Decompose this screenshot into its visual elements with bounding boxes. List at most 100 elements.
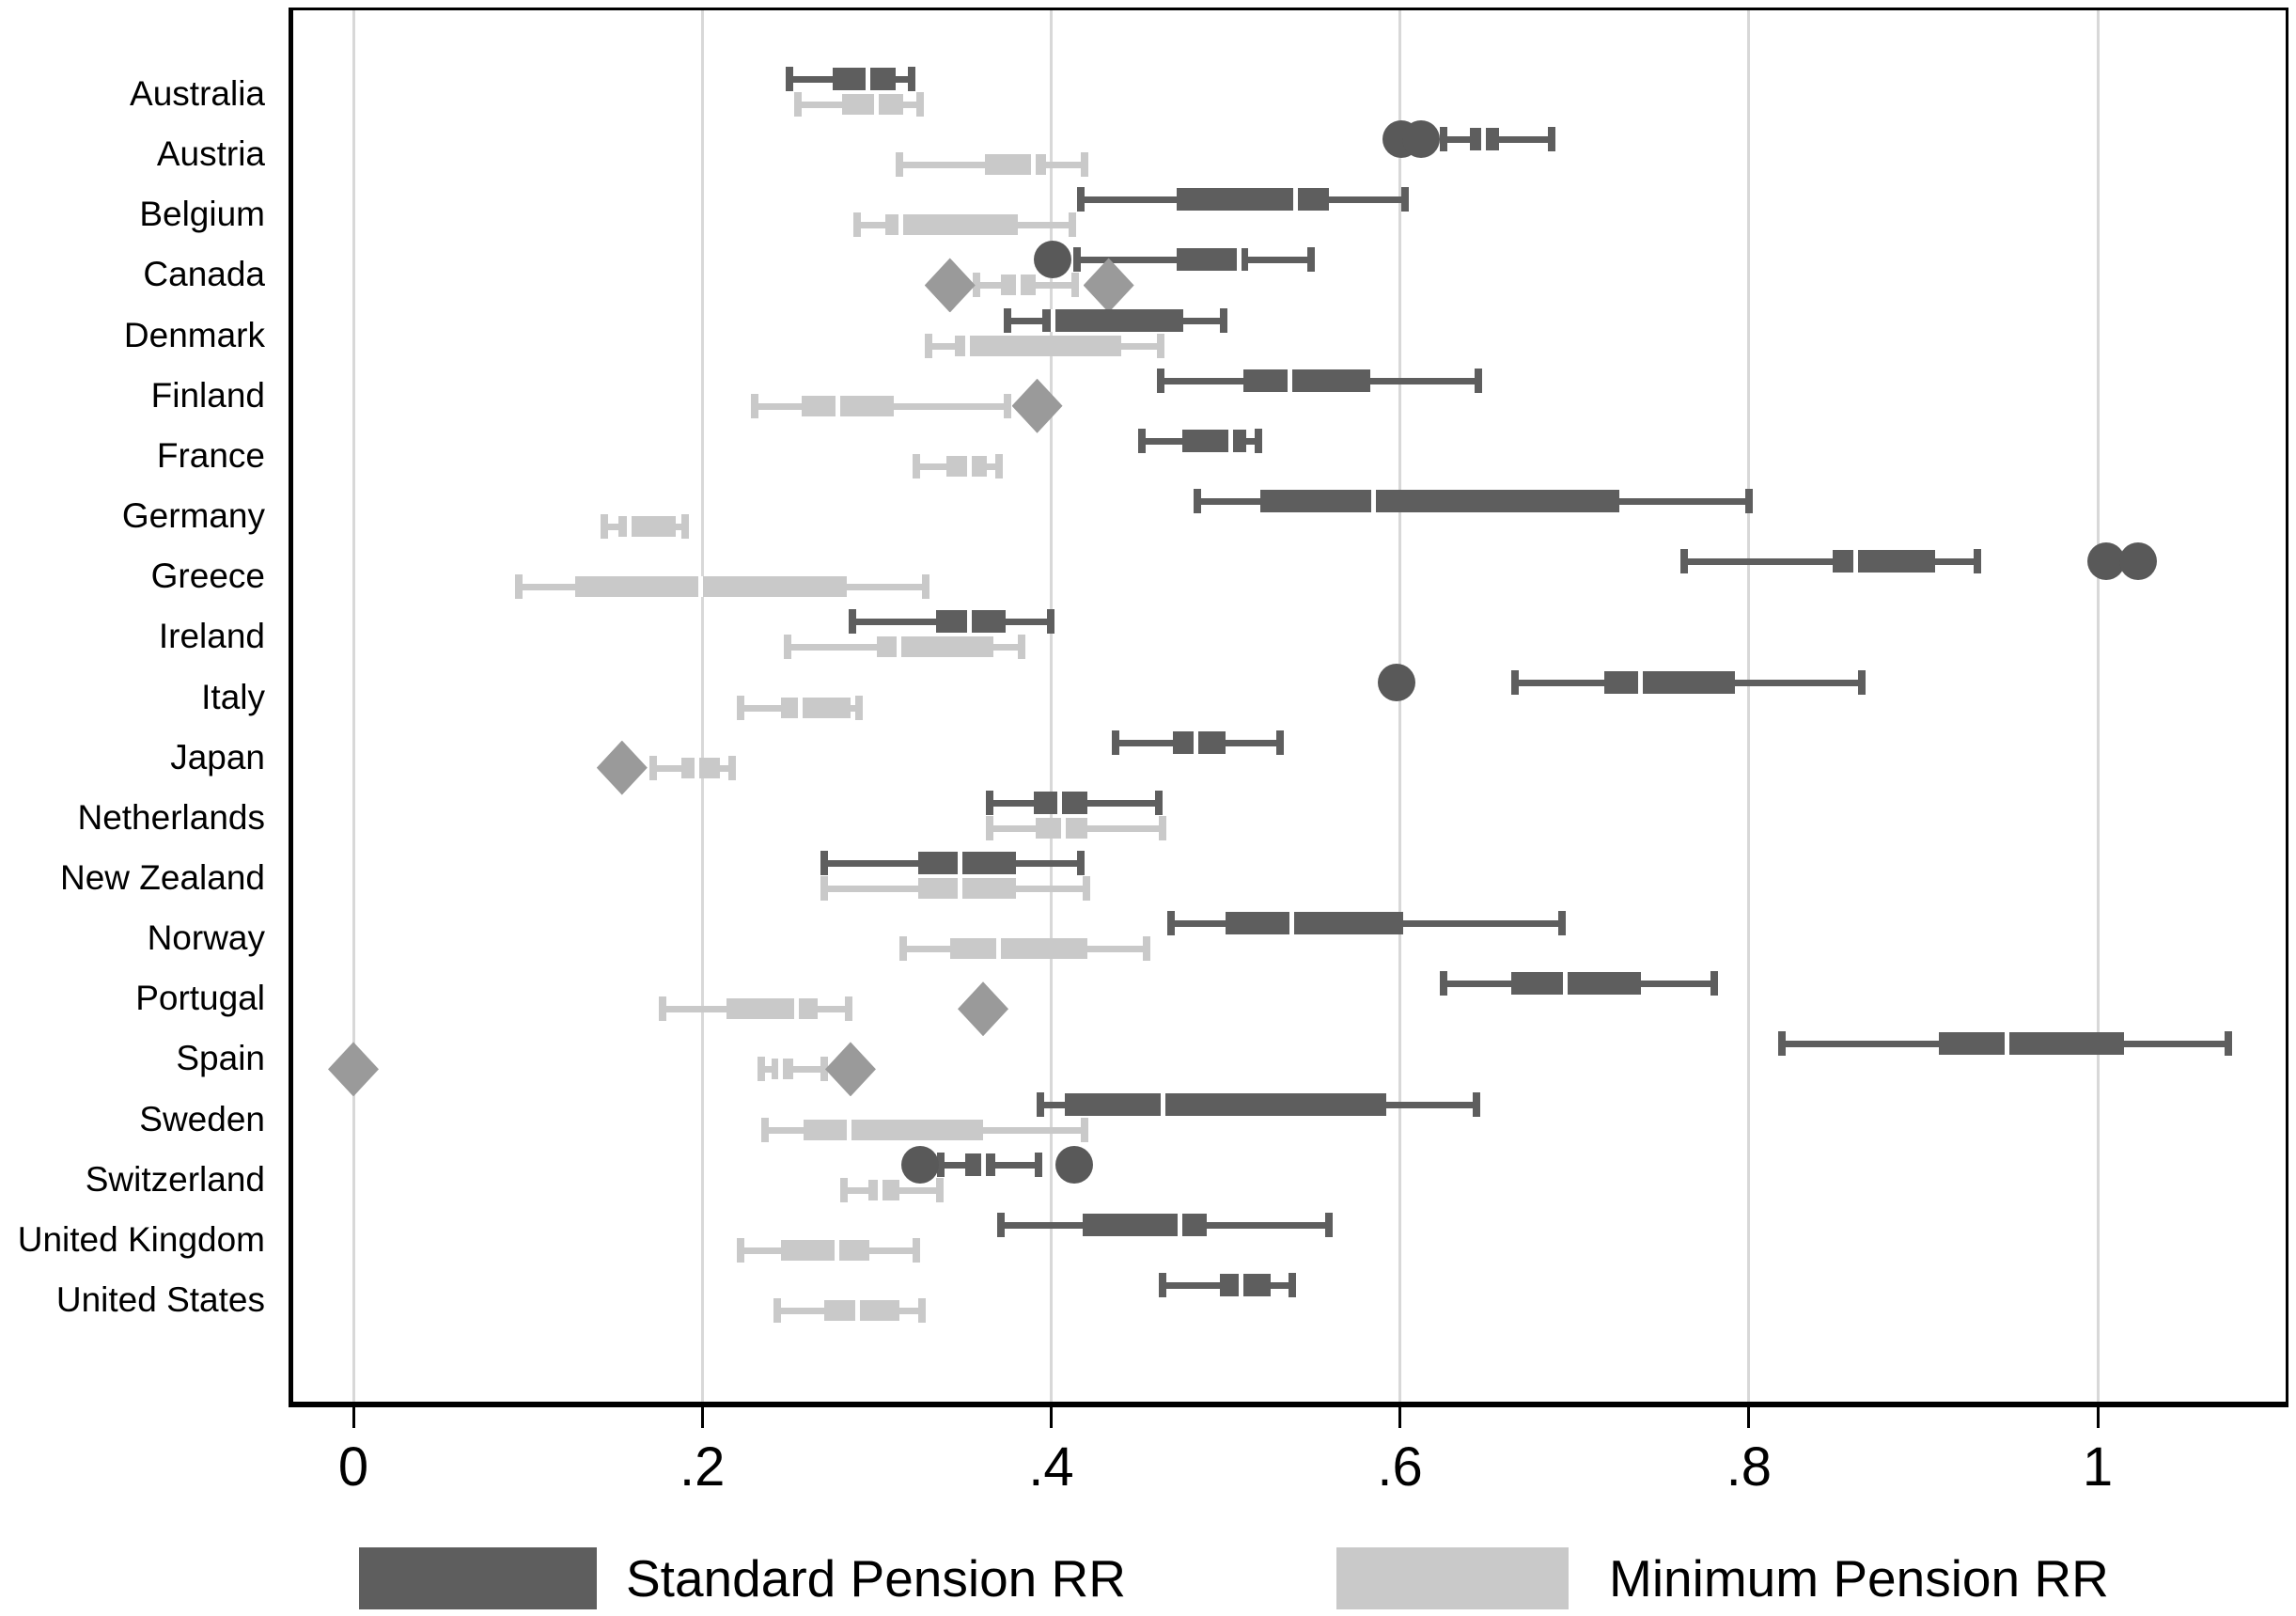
whisker-cap-low (1137, 428, 1146, 453)
median-line (1289, 912, 1295, 935)
country-label-sweden: Sweden (139, 1099, 265, 1138)
legend-swatch-standard-pension (359, 1547, 597, 1609)
median-line (1563, 972, 1569, 996)
whisker-cap-high (1558, 911, 1567, 936)
box (1042, 308, 1184, 332)
median-line (695, 757, 700, 778)
x-tick-.2 (700, 1407, 704, 1428)
median-line (1237, 248, 1242, 272)
box (803, 1119, 983, 1140)
whisker-cap-high (1858, 669, 1866, 695)
box (1177, 188, 1329, 212)
x-tick-0 (351, 1407, 355, 1428)
whisker-cap-low (737, 695, 745, 720)
whisker-cap-high (1159, 815, 1167, 840)
x-tick-label-0: 0 (337, 1436, 369, 1498)
box (824, 1300, 899, 1321)
whisker-cap-low (1167, 911, 1176, 936)
box (726, 998, 818, 1020)
median-line (1292, 188, 1298, 212)
median-line (1031, 154, 1037, 176)
median-line (966, 610, 972, 634)
median-line (1239, 1274, 1244, 1296)
box (1832, 550, 1936, 573)
box (876, 636, 994, 658)
box (949, 938, 1088, 960)
whisker-cap-low (1194, 489, 1202, 514)
outlier-circle (2087, 542, 2126, 581)
median-line (878, 1179, 882, 1200)
whisker-cap-high (1973, 549, 1981, 574)
median-line (1050, 308, 1055, 332)
median-line (854, 1300, 860, 1321)
country-label-australia: Australia (130, 74, 265, 113)
median-line (1228, 429, 1234, 452)
grid-line-1 (2096, 10, 2100, 1402)
country-label-united-kingdom: United Kingdom (17, 1219, 265, 1259)
median-line (980, 1153, 986, 1176)
whisker-cap-high (1071, 273, 1080, 298)
outlier-diamond (328, 1042, 379, 1097)
outlier-diamond (958, 981, 1009, 1037)
whisker-cap-low (925, 333, 933, 358)
median-line (1015, 275, 1021, 296)
box (918, 877, 1017, 899)
outlier-diamond (596, 740, 648, 795)
whisker-cap-high (1710, 971, 1718, 996)
whisker-cap-low (750, 393, 758, 418)
median-line (793, 998, 799, 1020)
box (885, 214, 1019, 236)
median-line (874, 94, 880, 115)
country-label-spain: Spain (176, 1039, 265, 1078)
median-line (836, 395, 841, 416)
median-line (1057, 791, 1063, 814)
grid-line-.2 (700, 10, 704, 1402)
median-line (958, 851, 963, 874)
median-line (697, 576, 703, 598)
whisker-cap-low (937, 1152, 945, 1177)
outlier-circle (1034, 241, 1072, 279)
box (1939, 1032, 2124, 1056)
whisker-cap-high (1080, 152, 1088, 178)
box (955, 335, 1121, 356)
whisker-cap-high (1255, 428, 1263, 453)
outlier-diamond (924, 258, 976, 313)
whisker-cap-low (986, 815, 994, 840)
box (1220, 1274, 1272, 1296)
plot-area (289, 8, 2288, 1407)
outlier-diamond (1011, 378, 1063, 433)
whisker-cap-low (794, 92, 803, 117)
whisker-cap-low (1112, 730, 1120, 755)
whisker-cap-low (1511, 669, 1520, 695)
whisker-cap-low (972, 273, 980, 298)
median-line (1852, 550, 1858, 573)
box (1226, 912, 1404, 935)
x-tick-.6 (1398, 1407, 1402, 1428)
whisker-cap-low (784, 635, 792, 660)
box (574, 576, 848, 598)
whisker-cap-low (1440, 971, 1447, 996)
x-tick-label-.6: .6 (1377, 1436, 1423, 1498)
country-label-germany: Germany (121, 496, 265, 536)
median-line (834, 1239, 839, 1261)
grid-line-.8 (1747, 10, 1751, 1402)
median-line (1178, 1213, 1183, 1236)
median-line (897, 636, 902, 658)
country-label-switzerland: Switzerland (85, 1159, 265, 1199)
box (1082, 1213, 1207, 1236)
whisker-cap-high (1082, 875, 1090, 901)
country-label-united-states: United States (55, 1280, 265, 1319)
whisker-cap-high (1155, 790, 1164, 815)
grid-line-.6 (1398, 10, 1402, 1402)
whisker-cap-high (855, 695, 864, 720)
median-line (958, 877, 963, 899)
legend-swatch-minimum-pension (1336, 1547, 1569, 1609)
whisker-cap-high (907, 67, 915, 91)
whisker-cap-low (1159, 1273, 1167, 1297)
x-tick-label-.8: .8 (1726, 1436, 1772, 1498)
country-label-new-zealand: New Zealand (59, 857, 265, 897)
legend-label-minimum-pension: Minimum Pension RR (1609, 1549, 2109, 1608)
country-label-netherlands: Netherlands (77, 797, 265, 837)
box (1260, 490, 1620, 513)
box (680, 757, 720, 778)
